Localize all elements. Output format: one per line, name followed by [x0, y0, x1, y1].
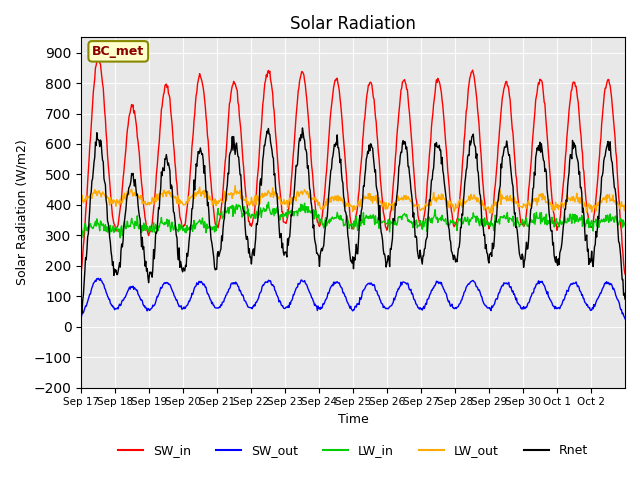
Rnet — [411, 221, 419, 227]
Line: LW_out: LW_out — [81, 185, 625, 213]
SW_in — [95, 56, 103, 61]
LW_out — [486, 210, 493, 216]
LW_out — [289, 198, 297, 204]
SW_in — [621, 271, 629, 277]
Line: SW_in: SW_in — [81, 59, 625, 274]
SW_out — [621, 316, 629, 322]
X-axis label: Time: Time — [338, 413, 369, 426]
SW_out — [289, 292, 297, 298]
LW_out — [231, 182, 239, 188]
LW_out — [242, 195, 250, 201]
SW_out — [410, 296, 417, 302]
SW_in — [77, 269, 85, 275]
LW_in — [142, 222, 150, 228]
SW_in — [242, 191, 250, 197]
LW_in — [621, 219, 629, 225]
Line: Rnet: Rnet — [81, 128, 625, 313]
LW_out — [621, 203, 629, 208]
Rnet — [299, 125, 307, 131]
SW_out — [269, 282, 276, 288]
Rnet — [77, 307, 85, 313]
Line: LW_in: LW_in — [81, 202, 625, 238]
LW_out — [410, 204, 417, 210]
LW_in — [290, 213, 298, 219]
SW_in — [440, 120, 448, 126]
SW_out — [440, 287, 448, 293]
Text: BC_met: BC_met — [92, 45, 145, 58]
LW_out — [440, 196, 448, 202]
Rnet — [289, 195, 297, 201]
LW_out — [77, 195, 85, 201]
LW_in — [242, 210, 250, 216]
Legend: SW_in, SW_out, LW_in, LW_out, Rnet: SW_in, SW_out, LW_in, LW_out, Rnet — [113, 440, 593, 463]
LW_in — [269, 206, 277, 212]
SW_out — [142, 304, 150, 310]
SW_in — [269, 91, 276, 96]
SW_out — [95, 276, 102, 281]
Title: Solar Radiation: Solar Radiation — [290, 15, 416, 33]
LW_out — [141, 198, 149, 204]
Rnet — [441, 186, 449, 192]
Rnet — [621, 296, 629, 302]
LW_in — [79, 235, 87, 241]
SW_in — [142, 219, 150, 225]
Line: SW_out: SW_out — [81, 278, 625, 319]
Y-axis label: Solar Radiation (W/m2): Solar Radiation (W/m2) — [15, 140, 28, 286]
Rnet — [78, 311, 86, 316]
Rnet — [242, 232, 250, 238]
Rnet — [142, 258, 150, 264]
SW_out — [242, 299, 250, 304]
LW_out — [269, 185, 276, 191]
LW_in — [264, 199, 272, 205]
SW_in — [410, 168, 417, 173]
SW_out — [77, 314, 85, 320]
LW_in — [77, 225, 85, 230]
LW_in — [441, 217, 449, 223]
SW_in — [289, 152, 297, 158]
Rnet — [269, 154, 276, 160]
LW_in — [411, 219, 419, 225]
